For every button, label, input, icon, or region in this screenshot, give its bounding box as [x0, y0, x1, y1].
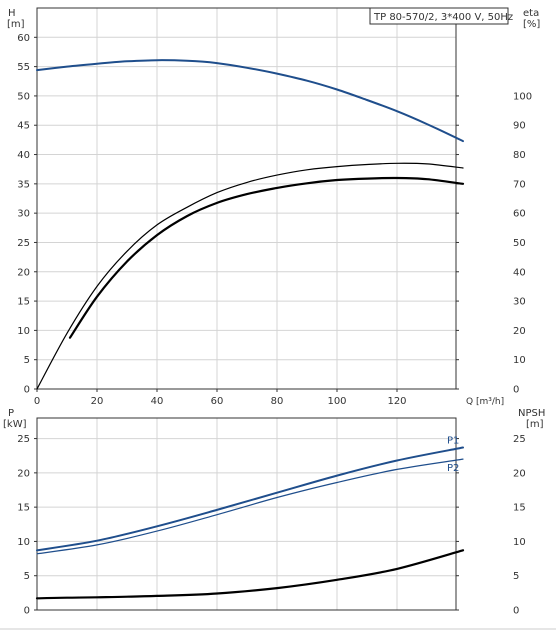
p1-series-line	[36, 446, 464, 552]
y-tick-label: 5	[24, 571, 30, 582]
y2-tick-label: 20	[513, 468, 526, 479]
x-tick-label: 0	[34, 396, 40, 407]
y2-tick-label: 15	[513, 503, 526, 514]
y-tick-label: 35	[17, 179, 30, 190]
series-line	[35, 549, 465, 600]
p2-series-line	[36, 458, 464, 555]
y2-tick-label: 60	[513, 209, 526, 220]
y2-tick-label: 80	[513, 150, 526, 161]
y-tick-label: 15	[17, 297, 30, 308]
y2-tick-label: 5	[513, 571, 519, 582]
y-tick-label: 10	[17, 537, 30, 548]
power-chart-grid	[37, 418, 456, 610]
y2-tick-label: 20	[513, 326, 526, 337]
chart-title: TP 80-570/2, 3*400 V, 50Hz	[373, 12, 513, 23]
power-chart-frame	[36, 417, 457, 611]
head-chart-series	[36, 59, 465, 390]
head-efficiency-chart: 0 5 10 15 20 25 30 35 40 45 50 55 60 0 10 20 30 40 50 60 70 8…	[7, 7, 540, 407]
y2-tick-label: 0	[513, 606, 519, 617]
x-tick-label: 40	[151, 396, 164, 407]
y-tick-label: 25	[17, 434, 30, 445]
x-tick-label: 80	[271, 396, 284, 407]
power-chart-ticks: 0 5 10 15 20 25 0 5 10 15 20 25	[17, 434, 525, 616]
y-tick-label: 0	[24, 385, 30, 396]
head-chart-grid	[37, 8, 456, 389]
y-tick-label: 20	[17, 468, 30, 479]
y-tick-label: 5	[24, 355, 30, 366]
npsh-axis-label: NPSH [m]	[518, 408, 545, 430]
power-npsh-chart: 0 5 10 15 20 25 0 5 10 15 20 25 P1 P2 P [kW] NPSH [m]	[3, 408, 545, 617]
y2-tick-label: 25	[513, 434, 526, 445]
y2-tick-label: 10	[513, 355, 526, 366]
series-line	[68, 176, 465, 339]
y-tick-label: 15	[17, 503, 30, 514]
series-label: P2	[447, 463, 459, 474]
y-tick-label: 60	[17, 33, 30, 44]
y-tick-label: 25	[17, 238, 30, 249]
power-chart-series: P1 P2	[35, 435, 465, 600]
x-tick-label: 20	[91, 396, 104, 407]
y-tick-label: 40	[17, 150, 30, 161]
y2-tick-label: 100	[513, 91, 532, 102]
series-line	[36, 162, 464, 390]
y2-tick-label: 90	[513, 121, 526, 132]
y-tick-label: 0	[24, 606, 30, 617]
x-tick-label: 100	[327, 396, 346, 407]
y2-tick-label: 30	[513, 297, 526, 308]
power-axis-label: P [kW]	[3, 408, 27, 430]
y2-tick-label: 10	[513, 537, 526, 548]
y-tick-label: 30	[17, 209, 30, 220]
series-label: P1	[447, 435, 459, 446]
head-chart-frame	[36, 7, 457, 390]
y-tick-label: 55	[17, 62, 30, 73]
y2-tick-label: 0	[513, 385, 519, 396]
eta-axis-label: eta [%]	[523, 8, 540, 30]
y-tick-label: 20	[17, 267, 30, 278]
head-axis-label: H [m]	[7, 8, 25, 30]
chart-title-box	[369, 7, 509, 25]
x-tick-label: 60	[211, 396, 224, 407]
y2-tick-label: 70	[513, 179, 526, 190]
y-tick-label: 45	[17, 121, 30, 132]
flow-axis-label: Q [m³/h]	[466, 397, 504, 407]
x-tick-label: 120	[387, 396, 406, 407]
y2-tick-label: 50	[513, 238, 526, 249]
y2-tick-label: 40	[513, 267, 526, 278]
y-tick-label: 10	[17, 326, 30, 337]
head-chart-ticks: 0 5 10 15 20 25 30 35 40 45 50 55 60 0 10 20 30 40 50 60 70 8…	[17, 33, 532, 407]
y-tick-label: 50	[17, 91, 30, 102]
series-line	[36, 59, 464, 143]
